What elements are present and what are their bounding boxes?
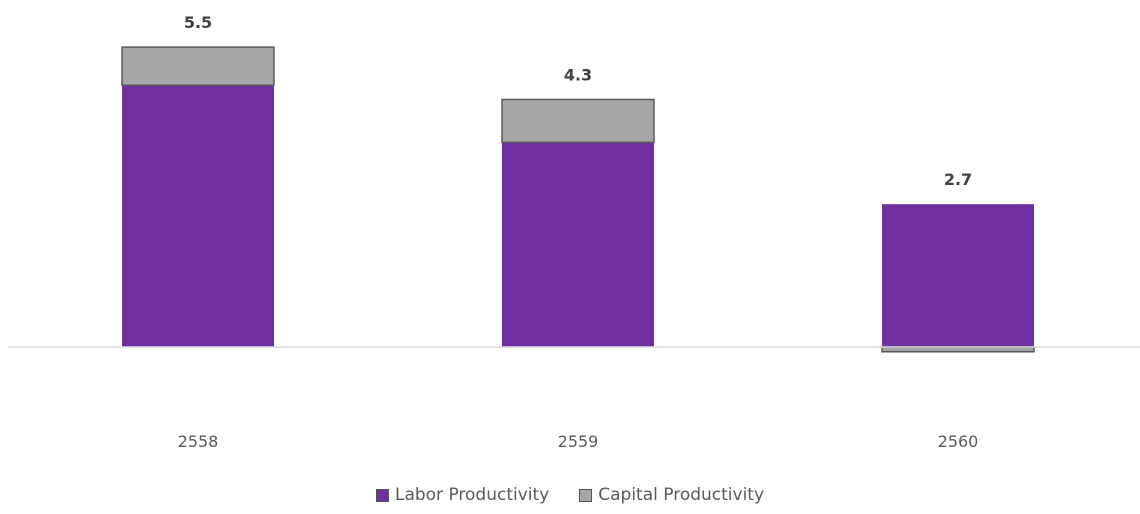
total-label-2558: 5.5 bbox=[184, 13, 212, 32]
total-label-2559: 4.3 bbox=[564, 65, 592, 84]
bar-capital-2558 bbox=[121, 46, 275, 86]
x-tick-label-2558: 2558 bbox=[178, 432, 219, 451]
bar-labor-2558 bbox=[122, 85, 274, 347]
legend: Labor Productivity Capital Productivity bbox=[0, 485, 1140, 505]
bar-labor-2559 bbox=[502, 142, 654, 347]
legend-swatch-labor bbox=[375, 488, 389, 502]
x-tick-label-2559: 2559 bbox=[558, 432, 599, 451]
legend-label-labor: Labor Productivity bbox=[394, 485, 550, 505]
legend-item-labor: Labor Productivity bbox=[375, 485, 550, 505]
legend-swatch-capital bbox=[579, 488, 593, 502]
total-label-2560: 2.7 bbox=[944, 170, 972, 189]
legend-item-capital: Capital Productivity bbox=[579, 485, 764, 505]
x-tick-label-2560: 2560 bbox=[938, 432, 979, 451]
bar-capital-2559 bbox=[501, 98, 655, 144]
legend-label-capital: Capital Productivity bbox=[598, 485, 765, 505]
bar-labor-2560 bbox=[882, 204, 1034, 347]
